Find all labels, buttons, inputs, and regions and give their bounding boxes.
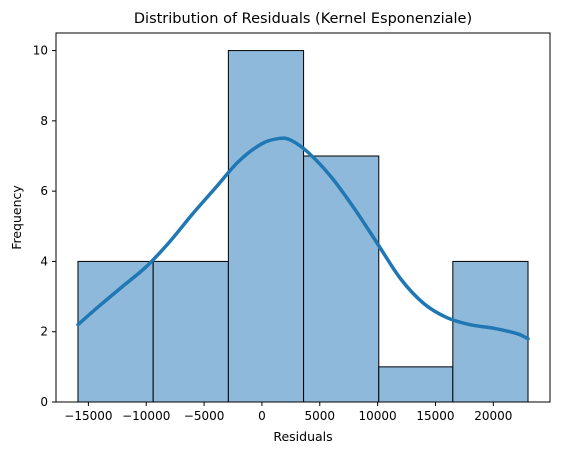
x-tick-label: −5000 <box>184 409 225 423</box>
plot-frame <box>55 32 551 403</box>
y-tick-label: 0 <box>40 395 48 409</box>
x-tick-label: 0 <box>258 409 266 423</box>
y-tick-label: 6 <box>40 184 48 198</box>
kde-curve-layer <box>76 136 530 341</box>
histogram-bar-5 <box>378 366 454 403</box>
x-axis-ticks: −15000 −10000 −5000 0 5000 10000 15000 20000 <box>64 402 512 423</box>
y-axis-ticks: 0 2 4 6 8 10 <box>33 44 56 409</box>
x-tick-label: 5000 <box>305 409 336 423</box>
y-tick-label: 2 <box>40 325 48 339</box>
kde-curve <box>76 136 530 341</box>
y-tick-label: 10 <box>33 44 48 58</box>
histogram-bar-3 <box>227 50 305 403</box>
x-tick-label: −10000 <box>122 409 170 423</box>
chart-title: Distribution of Residuals (Kernel Espone… <box>134 11 472 27</box>
histogram-bar-2 <box>152 260 229 403</box>
x-tick-label: 20000 <box>474 409 512 423</box>
histogram-bars <box>77 50 529 403</box>
x-tick-label: 10000 <box>359 409 397 423</box>
y-axis-label: Frequency <box>9 185 24 250</box>
x-axis-label: Residuals <box>273 429 332 444</box>
y-tick-label: 4 <box>40 254 48 268</box>
histogram-bar-1 <box>77 260 154 403</box>
histogram-bar-4 <box>303 155 380 403</box>
y-tick-label: 8 <box>40 114 48 128</box>
x-tick-label: 15000 <box>416 409 454 423</box>
histogram-bar-6 <box>452 260 529 403</box>
x-tick-label: −15000 <box>64 409 112 423</box>
